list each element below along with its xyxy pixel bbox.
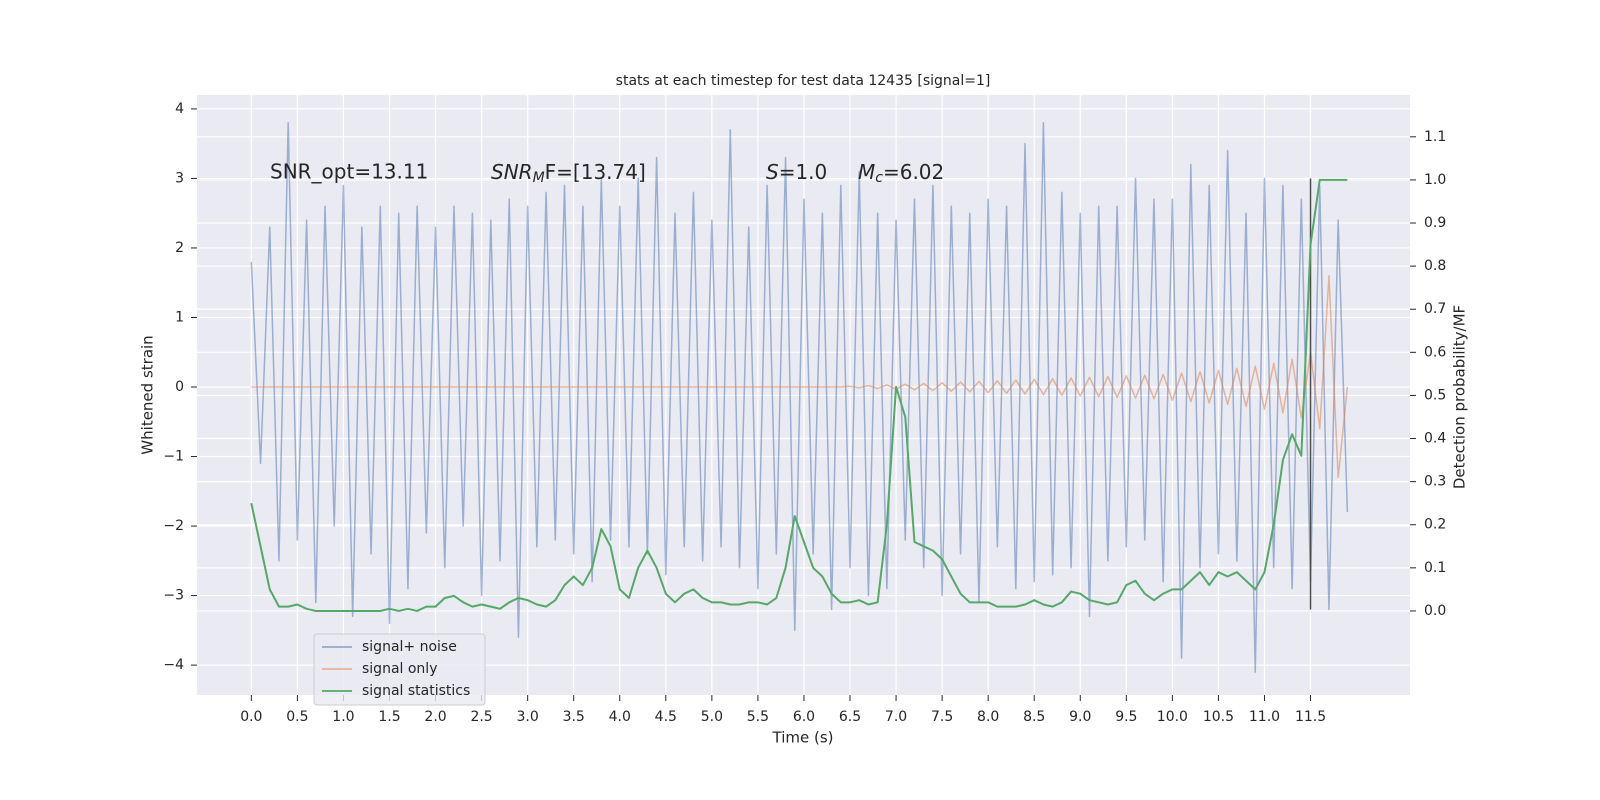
y-tick-label: 4	[175, 101, 184, 117]
y2-tick-label: 0.7	[1424, 301, 1446, 317]
y2-tick-label: 0.4	[1424, 431, 1446, 447]
x-tick-label: 7.5	[931, 709, 953, 725]
legend-label: signal statistics	[362, 683, 470, 699]
y-tick-label: 0	[175, 379, 184, 395]
annotation-base: SNR	[491, 160, 533, 184]
annotation: SNRMF=[13.74]	[491, 160, 646, 187]
annotation-base: M	[858, 160, 875, 184]
y-tick-label: 3	[175, 170, 184, 186]
y2-tick-label: 0.5	[1424, 387, 1446, 403]
annotation-rest: =1.0	[779, 160, 828, 184]
y2-tick-label: 1.1	[1424, 129, 1446, 145]
x-tick-label: 11.5	[1295, 709, 1326, 725]
y2-axis-label: Detection probability/MF	[1451, 305, 1469, 489]
legend: signal+ noise signal only signal statistic…	[313, 633, 486, 706]
x-tick-label: 9.0	[1069, 709, 1091, 725]
series-line	[250, 178, 1348, 612]
x-tick-label: 0.0	[240, 709, 262, 725]
x-tick-label: 2.5	[470, 709, 492, 725]
x-tick-label: 2.0	[424, 709, 446, 725]
annotation: S=1.0	[766, 160, 827, 184]
legend-label: signal+ noise	[362, 639, 457, 655]
annotation: Mc=6.02	[858, 160, 944, 187]
y2-tick-label: 0.9	[1424, 215, 1446, 231]
y2-tick-label: 1.0	[1424, 172, 1446, 188]
x-tick-label: 8.0	[977, 709, 999, 725]
y2-tick-label: 0.0	[1424, 603, 1446, 619]
y2-tick-label: 0.3	[1424, 474, 1446, 490]
x-tick-label: 1.0	[332, 709, 354, 725]
annotation-sub: c	[875, 170, 883, 186]
x-tick-label: 3.0	[517, 709, 539, 725]
x-tick-label: 1.5	[378, 709, 400, 725]
x-tick-label: 0.5	[286, 709, 308, 725]
x-tick-label: 6.0	[793, 709, 815, 725]
chart-title: stats at each timestep for test data 124…	[616, 73, 991, 89]
x-tick-label: 8.5	[1023, 709, 1045, 725]
x-tick-label: 7.0	[885, 709, 907, 725]
x-tick-label: 3.5	[563, 709, 585, 725]
x-tick-label: 5.0	[701, 709, 723, 725]
y2-tick-label: 0.2	[1424, 517, 1446, 533]
y-tick-label: 1	[175, 309, 184, 325]
x-tick-label: 4.0	[609, 709, 631, 725]
y-tick-label: 2	[175, 240, 184, 256]
y-axis-label: Whitened strain	[139, 335, 157, 454]
annotation-rest: F=[13.74]	[545, 160, 646, 184]
x-tick-label: 11.0	[1249, 709, 1280, 725]
series-line	[250, 122, 1349, 673]
annotation-rest: =6.02	[883, 160, 944, 184]
y2-tick-label: 0.6	[1424, 344, 1446, 360]
annotation-sub: M	[533, 170, 545, 186]
series-line	[251, 275, 1349, 479]
y-tick-label: −2	[163, 518, 184, 534]
legend-box	[313, 633, 486, 706]
x-tick-label: 4.5	[655, 709, 677, 725]
y-tick-label: −3	[163, 588, 184, 604]
grid	[197, 95, 1410, 695]
x-axis-label: Time (s)	[772, 729, 834, 747]
y-tick-label: −1	[163, 449, 184, 465]
y-tick-label: −4	[163, 657, 184, 673]
x-tick-label: 10.5	[1203, 709, 1234, 725]
x-tick-label: 6.5	[839, 709, 861, 725]
y2-tick-label: 0.1	[1424, 560, 1446, 576]
x-tick-label: 9.5	[1115, 709, 1137, 725]
y2-tick-label: 0.8	[1424, 258, 1446, 274]
legend-label: signal only	[362, 661, 437, 677]
annotation: SNR_opt=13.11	[270, 160, 428, 184]
x-tick-label: 10.0	[1157, 709, 1188, 725]
x-tick-label: 5.5	[747, 709, 769, 725]
annotation-base: S	[766, 160, 779, 184]
